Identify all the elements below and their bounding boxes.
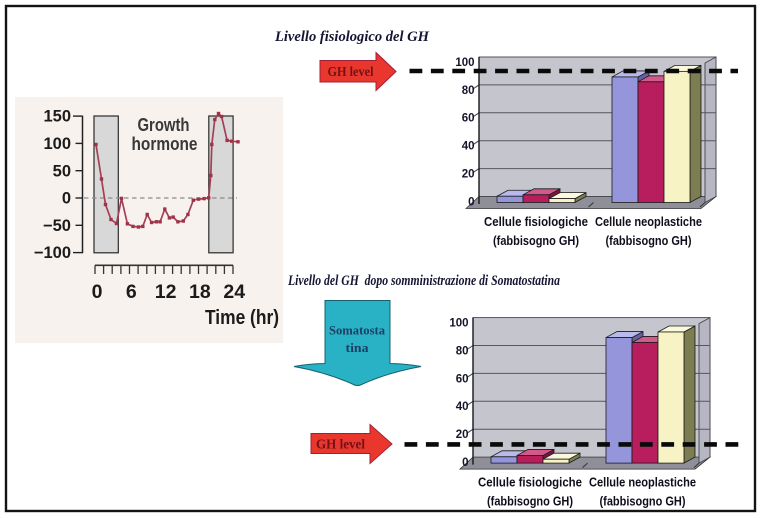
svg-text:Cellule fisiologiche: Cellule fisiologiche: [484, 215, 588, 229]
svg-text:150: 150: [43, 108, 71, 126]
svg-text:(fabbisogno GH): (fabbisogno GH): [493, 234, 579, 248]
svg-text:−50: −50: [43, 217, 71, 235]
svg-text:50: 50: [53, 162, 71, 180]
svg-text:tina: tina: [346, 340, 370, 355]
svg-text:Somatosta: Somatosta: [329, 323, 385, 338]
svg-text:100: 100: [455, 57, 474, 69]
svg-text:Growth: Growth: [138, 115, 190, 135]
svg-text:Livello del GH dopo somminist: Livello del GH dopo somministrazione di …: [287, 273, 560, 289]
svg-text:40: 40: [462, 141, 475, 153]
svg-text:hormone: hormone: [132, 134, 198, 154]
svg-text:0: 0: [468, 196, 474, 208]
svg-text:0: 0: [92, 281, 103, 303]
svg-text:(fabbisogno GH): (fabbisogno GH): [606, 234, 692, 248]
svg-text:18: 18: [189, 281, 211, 303]
svg-text:Cellule neoplastiche: Cellule neoplastiche: [595, 215, 702, 229]
svg-text:12: 12: [155, 281, 177, 303]
svg-text:80: 80: [462, 85, 475, 97]
svg-text:Time (hr): Time (hr): [205, 307, 279, 329]
svg-text:GH level: GH level: [328, 64, 374, 79]
svg-text:6: 6: [126, 281, 137, 303]
svg-text:GH level: GH level: [316, 437, 365, 452]
svg-text:Livello fisiologico del GH: Livello fisiologico del GH: [274, 29, 430, 45]
svg-text:24: 24: [223, 281, 245, 303]
svg-text:60: 60: [462, 113, 475, 125]
svg-text:0: 0: [62, 190, 71, 208]
svg-text:−100: −100: [34, 244, 71, 262]
svg-text:20: 20: [462, 169, 475, 181]
svg-text:100: 100: [43, 135, 71, 153]
